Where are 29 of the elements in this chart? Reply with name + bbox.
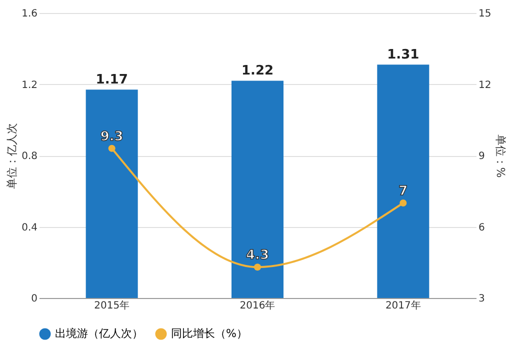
point bbox=[400, 199, 407, 207]
y-tick-label: 0 bbox=[31, 294, 38, 304]
y2-tick-label: 15 bbox=[478, 8, 492, 20]
y2-axis-title: 单位：% bbox=[494, 134, 508, 178]
data-label: 1.22 bbox=[241, 64, 274, 79]
data-label: 7 bbox=[398, 184, 408, 199]
y2-tick-label: 12 bbox=[478, 80, 492, 91]
bar bbox=[377, 64, 430, 298]
x-tick-label: 2016年 bbox=[240, 300, 276, 312]
legend-label: 出境游（亿人次） bbox=[55, 327, 143, 340]
bar bbox=[232, 80, 284, 298]
y2-tick-label: 6 bbox=[478, 222, 485, 234]
y-axis-title: 单位：亿人次 bbox=[6, 123, 19, 189]
data-label: 1.17 bbox=[96, 72, 128, 88]
y-tick-label: 0.4 bbox=[22, 222, 38, 234]
x-tick-label: 2017年 bbox=[385, 300, 421, 312]
legend-label: 同比增长（%） bbox=[171, 327, 248, 340]
bar bbox=[86, 90, 138, 298]
y-tick-label: 1.6 bbox=[22, 8, 38, 20]
y-tick-label: 1.2 bbox=[22, 80, 38, 91]
data-label: 9.3 bbox=[100, 129, 124, 144]
point bbox=[108, 144, 116, 152]
y-tick-label: 0.8 bbox=[22, 151, 38, 162]
data-label: 4.3 bbox=[246, 248, 270, 264]
data-label: 1.31 bbox=[387, 48, 420, 63]
y2-tick-label: 3 bbox=[478, 294, 485, 304]
x-tick-label: 2015年 bbox=[94, 300, 130, 312]
y2-tick-label: 9 bbox=[478, 151, 485, 162]
point bbox=[254, 264, 262, 271]
